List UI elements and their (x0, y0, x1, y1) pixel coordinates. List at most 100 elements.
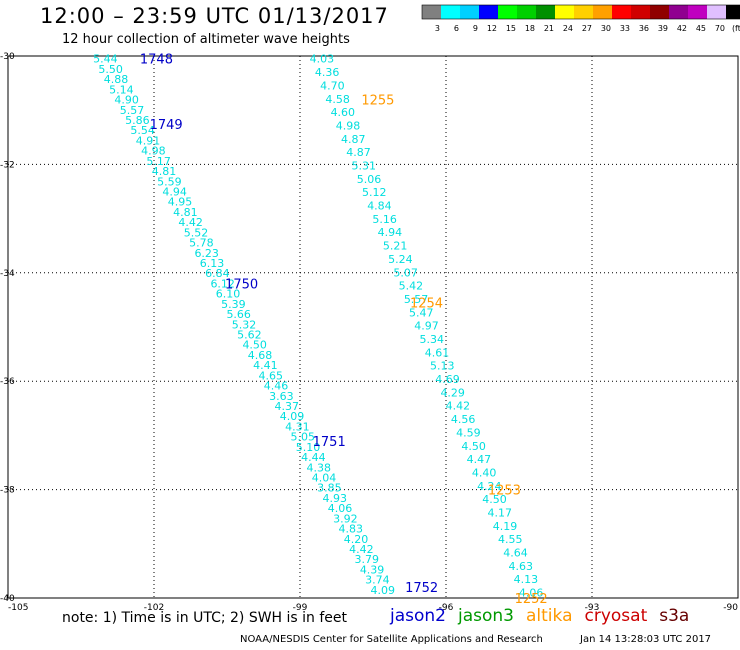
swh-value: 4.65 (258, 369, 283, 382)
legend-label: 15 (506, 24, 516, 33)
swh-value: 4.09 (370, 584, 395, 597)
legend-swatch (726, 5, 740, 19)
jason2-track: 5.445.504.885.144.905.575.865.544.914.98… (93, 53, 438, 597)
lat-tick-label: -30 (0, 52, 15, 62)
sat-cryosat: cryosat (584, 606, 648, 626)
pass-time-label: 1750 (225, 278, 258, 293)
swh-value: 5.14 (109, 83, 134, 96)
legend-swatch (422, 5, 441, 19)
legend-swatch (688, 5, 707, 19)
swh-value: 4.44 (301, 451, 326, 464)
swh-value: 4.38 (306, 461, 331, 474)
legend-label: 36 (639, 24, 649, 33)
swh-value: 5.05 (290, 431, 315, 444)
credit-line: NOAA/NESDIS Center for Satellite Applica… (240, 634, 543, 645)
swh-value: 3.74 (365, 574, 390, 587)
legend-label: 24 (563, 24, 573, 33)
swh-value: 5.42 (399, 280, 424, 293)
swh-value: 4.17 (488, 506, 513, 519)
pass-time-label: 1748 (140, 53, 173, 68)
swh-value: 5.52 (184, 226, 209, 239)
altika-track: 4.034.364.704.584.604.984.874.875.315.06… (310, 53, 548, 607)
lat-tick-label: -40 (0, 594, 15, 604)
swh-value: 5.47 (409, 306, 434, 319)
legend-swatch (669, 5, 688, 19)
legend-label: 12 (487, 24, 497, 33)
lon-tick-label: -99 (293, 603, 308, 613)
legend-swatch (593, 5, 612, 19)
swh-value: 4.69 (435, 373, 460, 386)
legend-label: 27 (582, 24, 592, 33)
swh-value: 5.59 (157, 175, 182, 188)
swh-value: 4.94 (378, 226, 403, 239)
swh-value: 5.78 (189, 237, 214, 250)
sat-jason2: jason2 (390, 606, 446, 626)
swh-value: 6.84 (205, 267, 230, 280)
legend-label: 18 (525, 24, 535, 33)
swh-value: 4.50 (461, 440, 486, 453)
swh-value: 4.41 (253, 359, 278, 372)
sat-altika: altika (526, 606, 573, 626)
swh-value: 4.93 (322, 492, 347, 505)
lon-tick-label: -93 (585, 603, 600, 613)
swh-value: 5.17 (146, 155, 171, 168)
swh-value: 5.13 (430, 360, 455, 373)
legend-swatch (479, 5, 498, 19)
swh-value: 5.12 (362, 186, 387, 199)
swh-value: 4.63 (508, 560, 533, 573)
swh-value: 5.57 (404, 293, 429, 306)
legend-swatch (498, 5, 517, 19)
swh-value: 4.97 (414, 320, 439, 333)
swh-value: 4.83 (338, 523, 363, 536)
lon-tick-label: -102 (144, 603, 164, 613)
swh-value: 4.39 (360, 563, 385, 576)
swh-value: 4.87 (341, 133, 366, 146)
lat-tick-label: -32 (0, 160, 15, 170)
swh-value: 4.04 (312, 472, 337, 485)
swh-value: 4.36 (315, 66, 340, 79)
swh-value: 4.19 (493, 520, 518, 533)
legend-swatch (574, 5, 593, 19)
generated-timestamp: Jan 14 13:28:03 UTC 2017 (580, 634, 712, 645)
legend-label: 70 (715, 24, 725, 33)
legend-label: 33 (620, 24, 630, 33)
swh-value: 4.42 (349, 543, 374, 556)
swh-value: 5.57 (120, 104, 145, 117)
swh-value: 4.03 (310, 53, 335, 66)
legend-label: (ft) (732, 24, 740, 33)
lon-tick-label: -96 (439, 603, 454, 613)
lat-tick-label: -36 (0, 377, 15, 387)
lon-tick-label: -90 (723, 603, 738, 613)
swh-value: 4.88 (104, 73, 129, 86)
swh-value: 4.46 (264, 380, 289, 393)
swh-value: 4.87 (346, 146, 371, 159)
swh-value: 4.84 (367, 200, 392, 213)
legend-label: 3 (435, 24, 440, 33)
satellite-tracks: 5.445.504.885.144.905.575.865.544.914.98… (93, 53, 548, 607)
swh-value: 3.85 (317, 482, 342, 495)
swh-value: 4.47 (467, 453, 492, 466)
swh-value: 4.42 (178, 216, 203, 229)
swh-value: 4.81 (173, 206, 198, 219)
swh-value: 4.59 (456, 426, 481, 439)
swh-value: 4.40 (472, 466, 497, 479)
swh-value: 4.64 (503, 547, 528, 560)
swh-value: 3.63 (269, 390, 294, 403)
swh-value: 4.31 (285, 420, 310, 433)
legend-border (421, 4, 740, 20)
swh-value: 4.42 (446, 400, 471, 413)
swh-value: 6.12 (210, 277, 235, 290)
satellite-legend: jason2 jason3 altika cryosat s3a (390, 606, 701, 626)
legend-label: 42 (677, 24, 687, 33)
swh-value: 4.50 (482, 493, 507, 506)
legend-swatch (650, 5, 669, 19)
pass-time-label: 1752 (405, 581, 438, 596)
swh-value: 6.10 (216, 288, 241, 301)
swh-value: 5.10 (296, 441, 321, 454)
swh-value: 4.98 (141, 145, 166, 158)
legend-swatch (612, 5, 631, 19)
swh-value: 5.39 (221, 298, 246, 311)
sat-jason3: jason3 (458, 606, 514, 626)
map-frame (7, 55, 739, 599)
